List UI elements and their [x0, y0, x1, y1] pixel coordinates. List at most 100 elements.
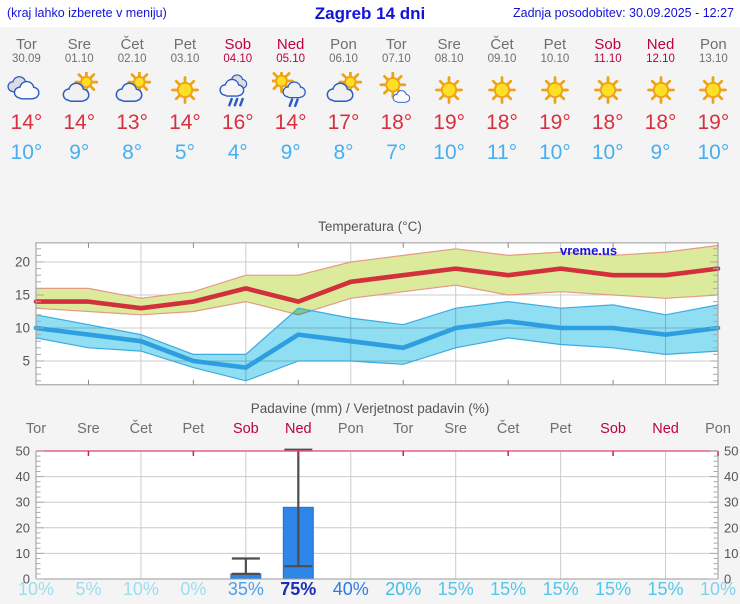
day-name: Sre [437, 36, 461, 53]
precip-y-tick-label-right: 30 [724, 495, 738, 510]
day-name: Tor [385, 36, 407, 53]
weather-icon-sunny [699, 76, 728, 104]
precip-day-label: Pet [550, 421, 572, 437]
day-name: Ned [276, 36, 305, 53]
day-date: 10.10 [540, 53, 570, 65]
sun-shape [646, 76, 675, 104]
temp-y-tick-label: 5 [22, 354, 30, 369]
min-temp: 9° [69, 141, 90, 164]
day-name: Čet [490, 36, 514, 53]
precip-probability-label: 75% [280, 579, 316, 599]
precipitation-chart: Tor Sre Čet Pet Sob Ned Pon Tor Sre Čet Pet Sob Ned P… [16, 420, 739, 599]
cloud-shape [62, 82, 90, 102]
precip-probability-label: 0% [180, 579, 206, 599]
max-temp: 18° [486, 111, 518, 134]
precip-y-tick-label-right: 10 [724, 546, 738, 561]
precip-y-tick-label-left: 0 [23, 572, 30, 587]
min-temp: 7° [386, 141, 407, 164]
day-date: 04.10 [223, 53, 253, 65]
precip-y-tick-label-left: 30 [16, 495, 30, 510]
day-column: Pet 10.10 19° 10° [528, 30, 581, 166]
precip-day-label: Pet [183, 421, 205, 437]
day-icon-cell [211, 72, 264, 108]
day-date: 08.10 [434, 53, 464, 65]
day-name: Pon [330, 36, 357, 53]
sun-shape [488, 76, 516, 104]
weather-icon-partly [62, 70, 99, 102]
precip-y-tick-label-left: 40 [16, 469, 30, 484]
min-temp: 10° [591, 141, 624, 164]
precip-day-label: Ned [652, 421, 679, 437]
day-icon-cell [317, 70, 370, 108]
day-column: Sob 11.10 18° 10° [581, 30, 634, 166]
sun-shape [699, 76, 728, 104]
day-column: Sre 01.10 14° 9° [53, 30, 106, 166]
day-name: Pon [700, 36, 727, 53]
min-temp: 5° [174, 141, 195, 164]
day-date: 05.10 [276, 53, 306, 65]
precip-probability-label: 15% [438, 579, 474, 599]
rain-drops [227, 97, 244, 107]
day-column: Čet 02.10 13° 8° [106, 30, 159, 166]
weather-icon-mostly-sunny [379, 71, 411, 103]
min-temp: 9° [650, 141, 671, 164]
max-temp: 14° [274, 111, 307, 134]
min-temp: 10° [538, 141, 571, 164]
last-update-text: Zadnja posodobitev: 30.09.2025 - 12:27 [512, 6, 734, 20]
precip-day-label: Pon [338, 421, 364, 437]
precip-probability-label: 5% [75, 579, 101, 599]
precip-probability-label: 35% [228, 579, 264, 599]
day-icon-cell [53, 70, 106, 108]
day-date: 09.10 [487, 53, 517, 65]
day-name: Pet [543, 36, 567, 53]
max-temp: 18° [644, 111, 677, 134]
day-column: Pon 06.10 17° 8° [317, 30, 370, 166]
max-temp: 14° [10, 111, 43, 134]
min-temp: 11° [486, 141, 518, 164]
sun-shape [127, 70, 152, 95]
max-temp: 17° [327, 111, 360, 134]
precip-y-tick-label-left: 10 [16, 546, 30, 561]
day-icon-cell [264, 68, 317, 108]
max-temp: 19° [433, 111, 466, 134]
weather-icon-sunny [171, 76, 199, 104]
precip-y-tick-label-left: 50 [16, 444, 30, 459]
weather-icon-sunny [646, 76, 675, 104]
weather-icon-rain [219, 74, 248, 107]
min-temp: 9° [280, 141, 301, 164]
forecast-days-row: Tor 30.09 14° 10° Sre 01.10 14° 9° Čet 02.10 13° 8°… [0, 30, 740, 166]
day-column: Sre 08.10 19° 10° [423, 30, 476, 166]
day-date: 13.10 [699, 53, 728, 65]
cloud-shape [282, 81, 306, 99]
day-name: Ned [646, 36, 675, 53]
sun-shape [435, 76, 463, 104]
precip-y-tick-label-left: 20 [16, 520, 30, 535]
watermark: vreme.us [560, 243, 617, 258]
precip-day-label: Sob [233, 421, 259, 437]
temp-y-tick-label: 10 [15, 321, 30, 336]
max-temp: 18° [591, 111, 624, 134]
temp-y-tick-label: 15 [15, 288, 30, 303]
header-bar: (kraj lahko izberete v meniju) Zagreb 14… [0, 0, 740, 27]
weather-icon-sunny [435, 76, 463, 104]
temperature-chart-title: Temperatura (°C) [318, 219, 422, 234]
precipitation-chart-title: Padavine (mm) / Verjetnost padavin (%) [250, 401, 490, 416]
precip-y-tick-label-right: 0 [724, 572, 731, 587]
cloud-shape [327, 82, 354, 102]
precip-probability-label: 15% [595, 579, 631, 599]
max-temp: 19° [538, 111, 571, 134]
precip-day-label: Tor [393, 421, 413, 437]
page-title: Zagreb 14 dni [314, 4, 426, 23]
max-temp: 14° [63, 111, 96, 134]
day-icon-cell [159, 72, 212, 108]
precip-day-label: Sob [600, 421, 626, 437]
day-date: 01.10 [64, 53, 94, 65]
min-temp: 8° [122, 141, 143, 164]
precip-probability-label: 10% [18, 579, 54, 599]
max-temperature-line [33, 266, 721, 311]
precip-probability-label: 15% [648, 579, 684, 599]
weather-icon-cloudy [7, 76, 40, 100]
sun-shape [593, 76, 622, 104]
precip-probability-label: 15% [490, 579, 526, 599]
